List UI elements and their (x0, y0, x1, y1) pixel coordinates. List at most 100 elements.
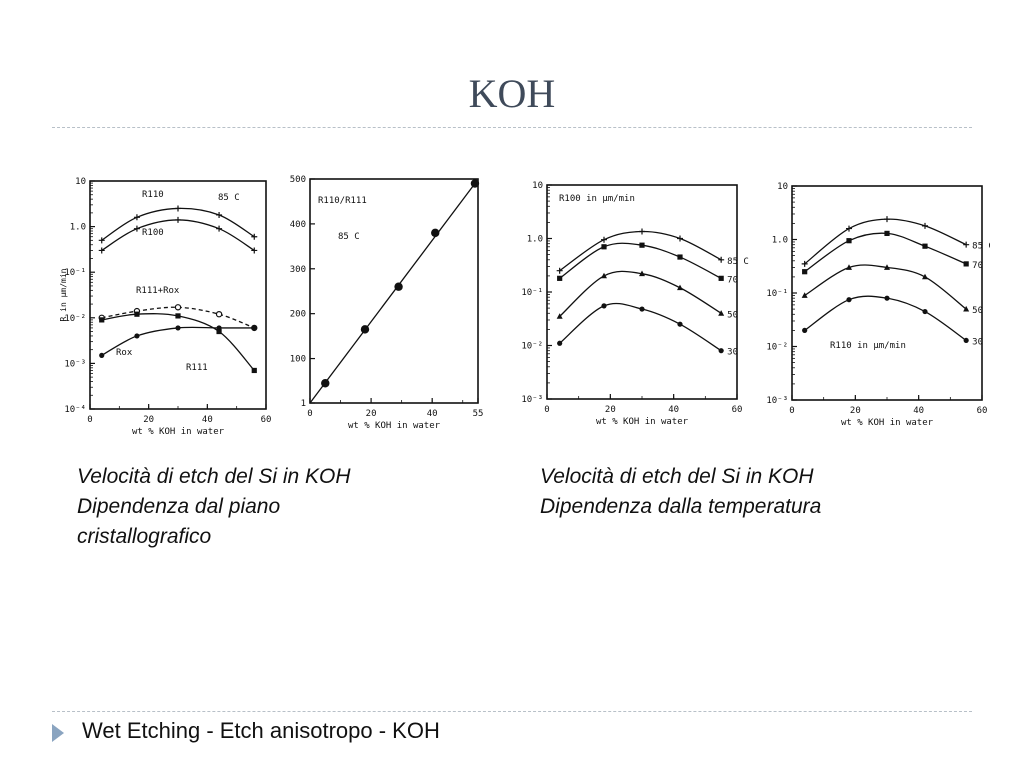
slide-title: KOH (468, 71, 556, 116)
x-axis-label: wt % KOH in water (132, 427, 225, 437)
data-point (884, 216, 890, 223)
x-axis-label: wt % KOH in water (348, 421, 441, 431)
data-point (601, 272, 607, 279)
x-tick-label: 0 (87, 415, 92, 425)
x-tick-label: 0 (307, 409, 312, 419)
series-line-0 (804, 218, 967, 265)
x-tick-label: 20 (366, 409, 377, 419)
series-label: R111 (186, 363, 208, 373)
chart-r110-temperature-svg: 10 1.0 10⁻¹ 10⁻² 10⁻³0 20 40 60 wt % KOH in wate… (766, 182, 990, 428)
footer-text: Wet Etching - Etch anisotropo - KOH (82, 718, 440, 743)
data-point (98, 237, 105, 244)
caption-right-line-2: Dipendenza dalla temperatura (540, 495, 822, 518)
x-tick-label: 0 (789, 406, 794, 416)
y-tick-label: 10⁻³ (521, 395, 543, 405)
data-point (556, 313, 563, 319)
data-point (922, 243, 928, 249)
y-tick-label: 500 (290, 175, 306, 185)
data-point (922, 308, 928, 315)
data-point (801, 260, 808, 267)
data-point (251, 233, 258, 240)
data-point (98, 247, 105, 254)
chart-note: 85 C (218, 193, 240, 203)
data-point (922, 273, 928, 280)
data-point (677, 284, 683, 291)
data-point (133, 214, 140, 221)
caption-left: Velocità di etch del Si in KOH Dipendenz… (77, 462, 351, 552)
data-point (557, 340, 563, 346)
data-point (846, 264, 852, 270)
data-point (133, 225, 140, 232)
data-point (963, 261, 969, 267)
data-point (134, 311, 140, 317)
y-tick-label: 10 (75, 177, 86, 187)
x-tick-label: 0 (544, 405, 549, 415)
data-point (99, 317, 105, 323)
data-point (718, 348, 724, 354)
x-tick-label: 20 (605, 405, 616, 415)
data-point (963, 305, 970, 312)
data-point (175, 325, 181, 331)
data-point (718, 256, 725, 263)
chart-note: 85 C (338, 232, 360, 242)
data-point (802, 269, 808, 275)
data-point (431, 228, 440, 238)
data-point (251, 367, 257, 374)
series-label: 50 (972, 306, 983, 316)
x-tick-label: 20 (143, 415, 154, 425)
data-point (884, 264, 890, 270)
chart-annotation: R110 in µm/min (830, 341, 906, 351)
data-point (601, 244, 607, 250)
chart-r100-temperature: 10 1.0 10⁻¹ 10⁻² 10⁻³ 0 20 40 60 wt % KOH in wate… (515, 175, 750, 435)
data-point (216, 325, 222, 331)
chart-ratio: 500 400 300 200 100 1 0 20 40 55 wt % KOH in water… (280, 165, 500, 445)
data-point (175, 313, 181, 319)
chart-etch-rate-planes-svg: 10 1.0 10⁻¹ 10⁻² 10⁻³ 10⁻⁴0 20 40 60 wt % KOH in … (59, 177, 272, 437)
series-label: R110 (142, 190, 164, 200)
x-tick-label: 40 (668, 405, 679, 415)
data-point (601, 236, 607, 243)
data-point (99, 352, 105, 358)
x-tick-label: 60 (261, 415, 272, 425)
series-label: R100 (142, 228, 164, 238)
x-axis-label: wt % KOH in water (596, 417, 689, 427)
x-tick-label: 55 (473, 409, 484, 419)
data-point (963, 241, 970, 248)
data-point (802, 327, 808, 333)
x-tick-label: 60 (977, 406, 988, 416)
y-tick-label: 10⁻¹ (766, 289, 788, 299)
data-point (718, 275, 724, 281)
series-label: 85 C (972, 242, 990, 252)
series-label: 70 (727, 275, 738, 285)
data-point (639, 306, 645, 312)
data-point (321, 379, 330, 388)
caption-left-line-2: Dipendenza dal piano (77, 495, 281, 518)
y-tick-label: 1.0 (772, 236, 788, 246)
data-point (677, 254, 683, 260)
y-tick-label: 10⁻⁴ (64, 405, 86, 415)
data-point (251, 325, 257, 331)
y-tick-label: 1.0 (527, 235, 543, 245)
data-point (394, 282, 403, 291)
series-label: 50 (727, 310, 738, 320)
series-label: R111+Rox (136, 286, 180, 296)
y-tick-label: 200 (290, 310, 306, 320)
data-point (884, 230, 890, 237)
chart-r100-temperature-svg: 10 1.0 10⁻¹ 10⁻² 10⁻³0 20 40 60 wt % KOH in wate… (521, 181, 749, 427)
data-point (175, 205, 181, 212)
y-tick-label: 10⁻³ (766, 396, 788, 406)
y-tick-label: 10 (532, 181, 543, 191)
series-label: 85 C (727, 257, 749, 267)
data-point (801, 292, 808, 298)
data-point (718, 310, 725, 316)
x-axis-label: wt % KOH in water (841, 418, 934, 428)
data-point (134, 333, 140, 339)
chart-annotation: R110/R111 (318, 196, 367, 206)
title-divider (52, 127, 972, 128)
data-point (175, 216, 181, 223)
plot-frame (309, 178, 479, 404)
data-point (216, 211, 223, 218)
footer-bullet-icon (52, 724, 64, 742)
series-label: 70 (972, 261, 983, 271)
caption-right-line-1: Velocità di etch del Si in KOH (540, 465, 814, 488)
